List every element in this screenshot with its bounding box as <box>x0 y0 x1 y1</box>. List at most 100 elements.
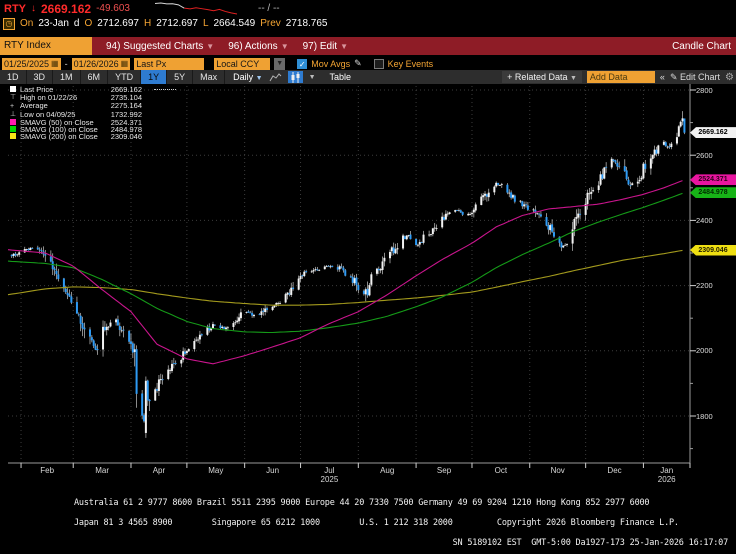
intraday-sparkline <box>154 2 238 15</box>
range-tab-5y[interactable]: 5Y <box>167 70 194 84</box>
legend-label: Average <box>20 101 48 111</box>
legend-label: High on 01/22/26 <box>20 92 78 102</box>
add-data-input[interactable]: Add Data <box>586 71 655 83</box>
legend-plus-marker: + <box>10 102 15 110</box>
smavg-100-line <box>7 192 683 334</box>
candle-chart-type-button[interactable] <box>287 71 303 83</box>
key-events-checkbox[interactable] <box>373 58 384 69</box>
axis-price-flag: 2524.371 <box>690 174 736 186</box>
y-axis-tick-label: 1800 <box>696 411 713 421</box>
chart-type-title: Candle Chart <box>672 40 731 52</box>
alert-clock-icon[interactable]: ◷ <box>3 17 15 30</box>
menu-suggested-charts[interactable]: 94) Suggested Charts ▼ <box>106 40 215 52</box>
axis-price-flag: 2309.046 <box>690 244 736 256</box>
ticker-symbol: RTY <box>4 2 26 15</box>
legend-swatch <box>10 118 20 126</box>
legend-row: Last Price 2669.162 <box>10 86 150 93</box>
legend-swatch <box>10 133 20 140</box>
chevron-down-icon: ▼ <box>280 41 289 51</box>
on-label: On <box>20 18 34 29</box>
prev-value: 2718.765 <box>285 18 328 29</box>
smavg-200-line <box>7 249 683 306</box>
last-price: 2669.162 <box>41 1 92 16</box>
range-tab-1m[interactable]: 1M <box>53 70 81 84</box>
range-tab-3d[interactable]: 3D <box>27 70 54 84</box>
x-axis-month-label: Dec <box>607 466 622 475</box>
legend-row: ⊤ High on 01/22/26 2735.104 <box>10 93 150 101</box>
edit-mov-avgs-pencil-icon[interactable]: ✎ <box>354 58 362 68</box>
legend-label: SMAVG (50) on Close <box>20 117 94 127</box>
line-chart-type-button[interactable] <box>269 71 282 83</box>
x-axis-month-label: Aug <box>380 466 395 475</box>
key-events-label: Key Events <box>387 58 434 69</box>
legend-high-marker: ⊤ <box>10 94 17 102</box>
date-to-input[interactable]: 01/26/2026 ▦ <box>71 57 131 70</box>
more-chart-types-arrow[interactable]: ▼ <box>308 73 316 81</box>
legend-label: SMAVG (200) on Close <box>20 132 98 142</box>
edit-chart-button[interactable]: ✎ Edit Chart <box>669 71 721 82</box>
legend-swatch <box>10 86 20 93</box>
security-name-box[interactable]: RTY Index <box>0 37 92 55</box>
chevron-down-icon: ▼ <box>206 41 215 51</box>
function-menu-bar: RTY Index 94) Suggested Charts ▼ 96) Acti… <box>0 37 736 55</box>
legend-value: 2669.162 <box>110 85 142 94</box>
legend-row: SMAVG (50) on Close 2524.371 <box>10 117 150 127</box>
menu-edit[interactable]: 97) Edit ▼ <box>302 40 348 52</box>
x-axis-month-label: Nov <box>550 466 565 475</box>
range-tab-1y[interactable]: 1Y <box>141 70 168 84</box>
chart-settings-gear-icon[interactable]: ⚙ <box>725 71 734 83</box>
calendar-icon: ▦ <box>51 58 59 68</box>
x-axis-month-label: Mar <box>95 466 109 475</box>
range-tab-bar: 1D 3D 1M 6M YTD 1Y 5Y Max Daily ▼ ▼ Table + Rel… <box>0 70 736 84</box>
legend-row: + Average 2275.164 <box>10 102 150 110</box>
open-value: 2712.697 <box>97 18 139 29</box>
legend-value: 2309.046 <box>110 132 142 142</box>
related-data-button[interactable]: + Related Data ▼ <box>502 71 582 83</box>
down-arrow-icon: ↓ <box>31 3 36 14</box>
legend-value: 2275.164 <box>110 101 142 111</box>
price-type-input[interactable]: Last Px <box>134 57 205 70</box>
pencil-icon: ✎ <box>669 71 678 82</box>
x-axis-month-label: Apr <box>152 466 166 475</box>
legend-label: SMAVG (100) on Close <box>20 125 98 135</box>
menu-actions[interactable]: 96) Actions ▼ <box>228 40 289 52</box>
chevron-down-icon: ▼ <box>569 75 577 82</box>
x-axis-month-label: Jul <box>324 466 335 475</box>
legend-row: ⊥ Low on 04/09/25 1732.992 <box>10 110 150 118</box>
date-from-input[interactable]: 01/25/2025 ▦ <box>2 57 61 70</box>
table-button[interactable]: Table <box>329 72 352 82</box>
smavg-50-line <box>7 180 683 365</box>
line-chart-icon <box>269 72 281 81</box>
last-price-dotted-leader <box>154 89 176 90</box>
collapse-panel-button[interactable]: « <box>659 72 665 82</box>
y-axis-tick-label: 2200 <box>696 281 713 291</box>
currency-dropdown-arrow[interactable]: ▼ <box>274 57 286 70</box>
security-summary-bar: RTY ↓ 2669.162 -49.603 -- / -- <box>0 1 736 16</box>
x-axis-month-label: Oct <box>494 466 508 475</box>
session-date: 23-Jan <box>38 18 69 29</box>
low-label: L <box>202 18 209 29</box>
range-tab-max[interactable]: Max <box>193 70 226 84</box>
x-axis-month-label: May <box>208 466 224 475</box>
candles <box>10 111 686 438</box>
currency-select[interactable]: Local CCY <box>214 57 271 70</box>
legend-label: Low on 04/09/25 <box>20 109 76 119</box>
high-label: H <box>143 18 152 29</box>
price-change: -49.603 <box>96 3 130 14</box>
candle-chart-plot[interactable] <box>0 0 736 530</box>
legend-value: 2524.371 <box>110 117 142 127</box>
footer-copyright-line: Japan 81 3 4565 8900 Singapore 65 6212 1… <box>74 517 679 528</box>
period-select[interactable]: Daily ▼ <box>233 72 263 82</box>
range-tab-6m[interactable]: 6M <box>81 70 109 84</box>
y-axis-tick-label: 2800 <box>696 85 713 95</box>
chevron-down-icon: ▼ <box>340 41 348 51</box>
y-axis-tick-label: 2400 <box>696 215 713 225</box>
range-tab-1d[interactable]: 1D <box>0 70 27 84</box>
mov-avgs-checkbox[interactable]: ✓ <box>297 58 308 69</box>
legend-value: 2735.104 <box>110 92 142 102</box>
high-value: 2712.697 <box>156 18 198 29</box>
chart-legend: Last Price 2669.162 ⊤ High on 01/22/26 2735.… <box>10 86 150 141</box>
range-tab-ytd[interactable]: YTD <box>108 70 142 84</box>
x-axis-year-label: 2026 <box>657 475 676 484</box>
axis-price-flag: 2669.162 <box>690 127 736 139</box>
